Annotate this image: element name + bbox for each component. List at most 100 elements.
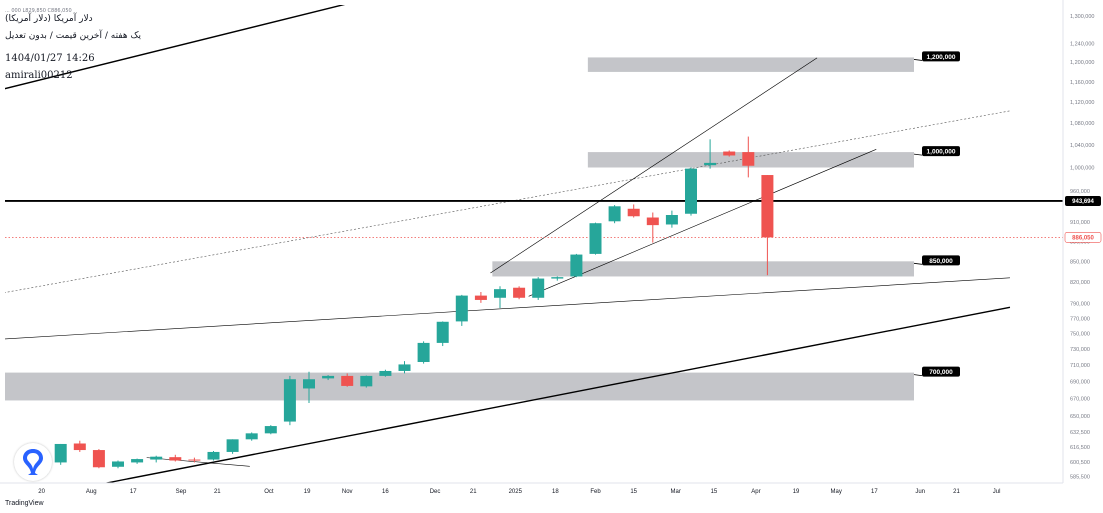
candle-body-8 [169, 457, 182, 461]
symbol-title: دلار آمریکا (دلار آمریکا) [5, 14, 93, 24]
candle-body-35 [685, 168, 697, 214]
candle-20 [398, 361, 411, 374]
candle-body-15 [303, 379, 315, 389]
y-tick-label-6: 690,000 [1070, 380, 1090, 386]
plot-area [5, 5, 1063, 483]
candle-13 [264, 425, 277, 435]
zone-label-pointer-1 [913, 153, 923, 156]
candle-body-19 [379, 370, 392, 376]
candle-14 [283, 375, 296, 426]
author-name: amirali00212 [5, 70, 73, 81]
x-tick-label-14: Feb [590, 489, 601, 495]
x-tick-label-19: 19 [793, 489, 800, 495]
candle-9 [188, 457, 201, 463]
y-tick-label-9: 750,000 [1070, 332, 1090, 338]
zone-3 [5, 372, 914, 401]
x-tick-label-20: May [830, 489, 841, 495]
y-tick-label-3: 632,500 [1070, 430, 1090, 436]
candle-body-33 [646, 217, 659, 226]
candle-35 [685, 167, 697, 216]
candle-body-17 [341, 375, 354, 386]
timeframe-info: یک هفته / آخرین قیمت / بدون تعدیل [5, 31, 142, 41]
zone-label-2: 850,000 [929, 258, 953, 265]
x-tick-label-1: 20 [38, 489, 45, 495]
candle-11 [226, 439, 239, 454]
candle-8 [169, 454, 182, 462]
x-tick-label-9: 16 [382, 489, 389, 495]
snapshot-date: 1404/01/27 14:26 [5, 53, 95, 64]
candle-29 [570, 253, 583, 278]
candle-body-2 [54, 443, 67, 463]
candle-body-26 [513, 287, 526, 298]
y-tick-label-8: 730,000 [1070, 347, 1090, 353]
candle-25 [494, 286, 506, 308]
y-tick-label-17: 960,000 [1070, 189, 1090, 195]
price-tag-1: 886,050 [1072, 236, 1094, 242]
candle-body-28 [551, 277, 564, 279]
y-tick-label-4: 650,000 [1070, 414, 1090, 420]
trend-line-1 [5, 277, 1010, 340]
y-tick-label-22: 1,160,000 [1070, 80, 1094, 86]
candle-body-29 [570, 254, 583, 277]
candle-7 [150, 455, 163, 463]
candle-body-12 [245, 433, 258, 440]
x-tick-label-21: 17 [871, 489, 878, 495]
zone-label-bg-0 [922, 51, 960, 62]
candle-26 [513, 286, 526, 300]
candle-body-3 [73, 443, 86, 451]
zone-label-bg-2 [922, 255, 960, 266]
trend-line-3 [5, 110, 1011, 293]
candle-15 [303, 371, 315, 404]
candle-38 [742, 136, 755, 178]
candle-body-32 [627, 208, 640, 217]
y-tick-label-15: 910,000 [1070, 220, 1090, 226]
trend-line-5 [528, 149, 877, 297]
candle-body-34 [665, 215, 678, 225]
x-tick-label-17: 15 [711, 489, 718, 495]
candle-body-7 [150, 456, 163, 460]
candle-17 [341, 373, 354, 387]
candle-body-18 [360, 375, 373, 387]
candle-36 [704, 139, 717, 169]
zone-2 [492, 261, 914, 277]
candle-16 [322, 375, 335, 381]
x-tick-label-5: 21 [214, 489, 221, 495]
price-tag-bg-1 [1064, 232, 1102, 243]
zone-label-3: 700,000 [929, 369, 953, 376]
candle-22 [436, 321, 449, 347]
x-tick-label-16: Mar [671, 489, 681, 495]
candle-body-11 [226, 439, 239, 452]
candle-5 [112, 460, 124, 469]
candle-body-24 [474, 295, 487, 300]
zone-label-0: 1,200,000 [927, 54, 956, 61]
candle-body-22 [436, 321, 449, 343]
y-tick-label-24: 1,240,000 [1070, 41, 1094, 47]
candle-body-38 [742, 152, 755, 166]
x-tick-label-4: Sep [176, 489, 187, 495]
candle-body-27 [532, 278, 545, 298]
candle-body-6 [131, 459, 144, 463]
candle-body-23 [455, 295, 468, 322]
candle-body-9 [188, 459, 201, 461]
x-tick-label-6: Oct [264, 489, 274, 495]
y-tick-label-2: 616,500 [1070, 445, 1090, 451]
candle-body-10 [207, 451, 220, 460]
y-tick-label-5: 670,000 [1070, 397, 1090, 403]
candle-body-37 [723, 151, 736, 156]
x-tick-label-10: Dec [430, 489, 441, 495]
x-tick-label-12: 2025 [509, 489, 523, 495]
zone-label-bg-1 [922, 146, 960, 157]
x-tick-label-13: 18 [552, 489, 559, 495]
x-tick-label-22: Jun [915, 489, 925, 495]
candle-body-25 [494, 289, 506, 298]
x-tick-label-7: 19 [304, 489, 311, 495]
candle-body-31 [608, 206, 621, 222]
tradingview-logo-icon[interactable] [14, 443, 52, 481]
price-tag-0: 943,694 [1072, 199, 1094, 205]
y-tick-label-20: 1,080,000 [1070, 121, 1094, 127]
candle-body-4 [92, 450, 105, 468]
y-tick-label-23: 1,200,000 [1070, 60, 1094, 66]
y-tick-label-11: 790,000 [1070, 302, 1090, 308]
